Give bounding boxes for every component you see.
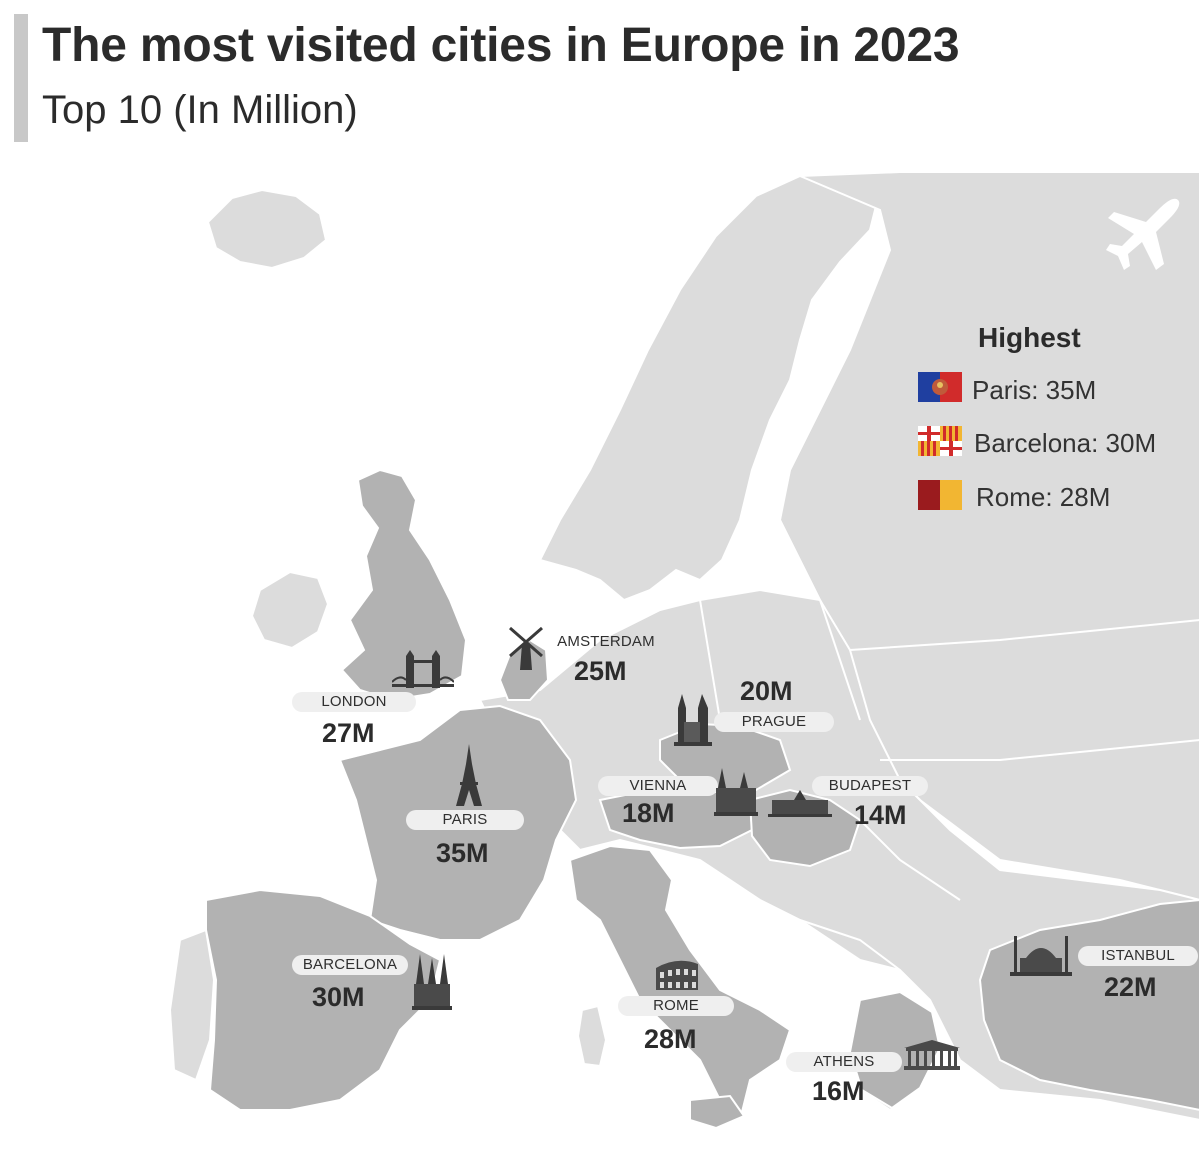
city-value-amsterdam: 25M [574,656,627,686]
barcelona-flag-icon [918,426,962,456]
city-label-barcelona: BARCELONA [292,955,408,975]
city-label-amsterdam: AMSTERDAM [557,633,655,650]
paris-flag-icon [918,372,962,402]
parthenon-icon [904,1040,960,1070]
windmill-icon [509,626,543,670]
airplane-icon [1106,198,1180,270]
city-value-athens: 16M [812,1076,865,1106]
city-label-rome: ROME [618,996,734,1016]
sicily [689,1094,746,1130]
title-accent-bar [14,14,28,142]
city-label-prague: PRAGUE [714,712,834,732]
parliament-icon [768,790,832,817]
tyn-church-icon [674,694,712,746]
legend-item-rome: Rome: 28M [976,482,1111,512]
sagrada-familia-icon [412,954,452,1010]
city-value-rome: 28M [644,1024,697,1054]
borders [545,599,1200,971]
city-label-budapest: BUDAPEST [812,776,928,796]
legend-title: Highest [978,322,1081,353]
city-label-athens: ATHENS [786,1052,902,1072]
city-value-vienna: 18M [622,798,675,828]
legend-item-paris: Paris: 35M [972,375,1097,405]
city-value-prague: 20M [740,676,793,706]
city-value-barcelona: 30M [312,982,365,1012]
rome-flag-icon [918,480,962,510]
city-label-vienna: VIENNA [598,776,718,796]
eiffel-tower-icon [456,744,482,806]
city-label-london: LONDON [292,692,416,712]
sardinia [576,1004,608,1068]
scandinavia [538,170,882,602]
city-value-paris: 35M [436,838,489,868]
city-label-paris: PARIS [406,810,524,830]
legend-item-barcelona: Barcelona: 30M [974,428,1157,458]
city-value-istanbul: 22M [1104,972,1157,1002]
city-label-istanbul: ISTANBUL [1078,946,1198,966]
city-value-budapest: 14M [854,800,907,830]
mosque-icon [1010,936,1072,976]
tower-bridge-icon [392,650,454,688]
city-value-london: 27M [322,718,375,748]
vienna-cathedral-icon [714,768,758,816]
ireland [250,570,330,650]
portugal [168,928,216,1082]
colosseum-icon [656,960,698,990]
spain [205,888,442,1111]
page-subtitle: Top 10 (In Million) [42,88,358,132]
iceland [206,188,328,270]
page-title: The most visited cities in Europe in 202… [42,19,960,72]
